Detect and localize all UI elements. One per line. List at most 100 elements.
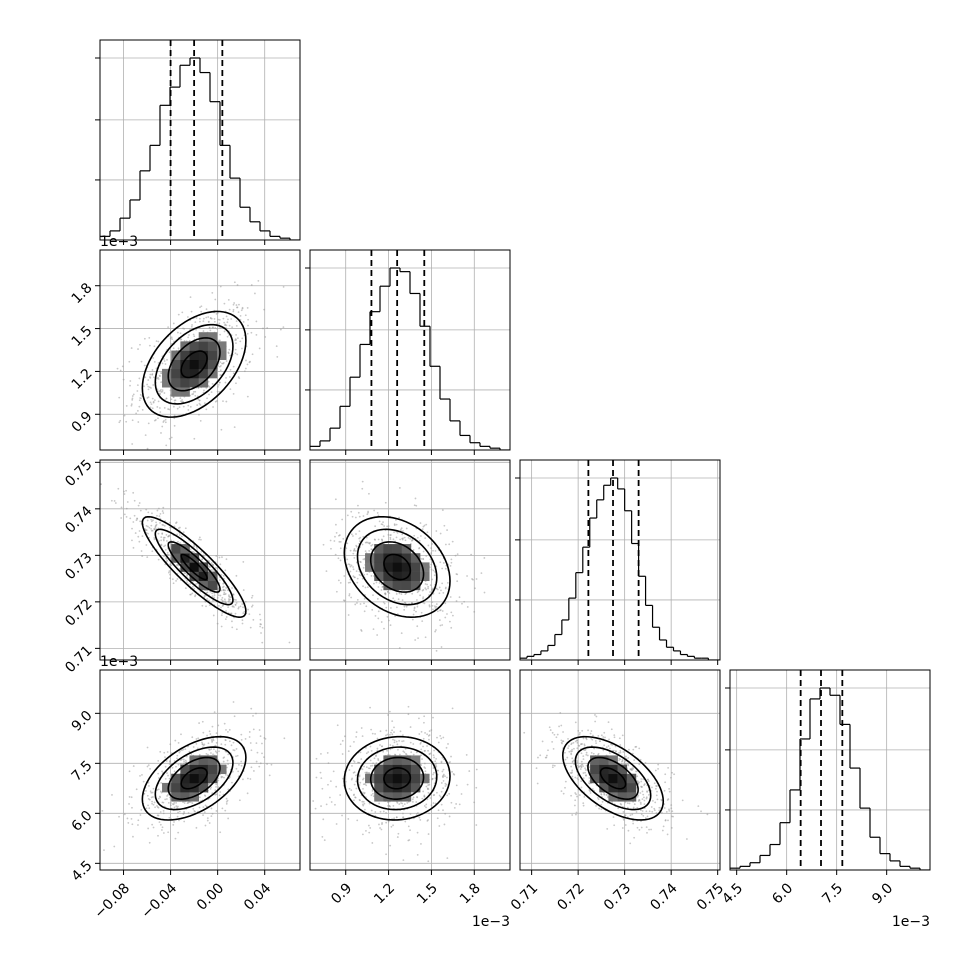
sample-point [571,814,574,816]
sample-point [206,397,208,400]
sample-point [572,741,575,744]
sample-point [378,802,381,805]
sample-point [379,730,382,733]
sample-point [180,749,183,752]
density-cell [198,368,209,379]
density-cell [198,571,209,582]
density-cell [383,544,393,554]
sample-point [208,326,211,329]
density-cell [401,544,412,554]
sample-point [376,597,379,600]
density-cell [198,782,209,793]
sample-point [660,799,663,802]
sample-point [192,807,195,810]
sample-point [136,517,138,520]
sample-point [576,741,579,744]
sample-point [132,393,135,396]
sample-point [619,750,622,752]
sample-point [212,599,214,602]
sample-point [226,774,229,777]
sample-point [423,524,426,527]
sample-point [363,765,365,768]
x-tick-label: 1.2 [371,880,398,907]
y-tick-label: 9.0 [69,708,96,735]
sample-point [113,845,116,848]
y-multiplier-label: 1e−3 [100,654,138,670]
sample-point [227,753,230,756]
sample-point [421,758,423,760]
sample-point [232,701,235,703]
sample-point [377,538,380,541]
sample-point [465,754,468,756]
sample-point [233,749,236,752]
sample-point [427,544,430,547]
sample-point [173,770,176,773]
sample-point [122,378,125,381]
sample-point [423,721,425,724]
sample-point [148,807,151,810]
sample-point [648,828,650,831]
sample-point [335,785,338,788]
density-cell [383,580,393,591]
sample-point [412,613,415,616]
sample-point [545,756,548,759]
sample-point [419,522,422,524]
density-cell [401,782,412,793]
density-cell [198,764,209,775]
density-cell [180,764,190,775]
sample-point [438,586,441,589]
sample-point [373,757,376,760]
sample-point [386,615,389,618]
sample-point [232,741,235,744]
sample-point [206,598,209,600]
sample-point [221,807,224,810]
sample-point [173,414,176,417]
sample-point [211,595,214,598]
density-cell [189,341,200,351]
sample-point [114,502,117,504]
sample-point [662,825,665,828]
sample-point [359,603,362,605]
sample-point [416,625,419,628]
sample-point [358,574,361,576]
sample-point [347,750,350,753]
sample-point [363,597,366,600]
sample-point [362,791,364,794]
sample-point [577,778,580,781]
sample-point [222,400,224,403]
sample-point [244,738,247,740]
sample-point [252,728,255,731]
sample-point [433,574,436,577]
sample-point [437,809,440,812]
sample-point [149,767,151,770]
sample-point [405,605,408,608]
sample-point [165,540,168,542]
sample-point [370,728,373,731]
sample-point [157,558,160,561]
density-cell [617,792,628,802]
sample-point [176,578,179,580]
sample-point [279,328,282,331]
sample-point [403,751,406,754]
sample-point [176,757,178,760]
sample-point [225,377,227,379]
sample-point [229,601,232,604]
sample-point [139,509,142,512]
sample-point [113,500,116,502]
sample-point [220,574,223,576]
y-tick-label: 0.71 [62,643,95,676]
sample-point [216,390,219,393]
sample-point [344,780,347,783]
sample-point [138,377,141,380]
sample-point [409,726,412,728]
sample-point [315,776,318,779]
sample-point [164,777,167,780]
sample-point [174,837,177,840]
sample-point [561,742,563,745]
sample-point [157,340,160,343]
sample-point [162,539,165,542]
sample-point [353,783,356,786]
sample-point [453,773,456,776]
sample-point [587,729,589,732]
sample-point [422,596,425,599]
